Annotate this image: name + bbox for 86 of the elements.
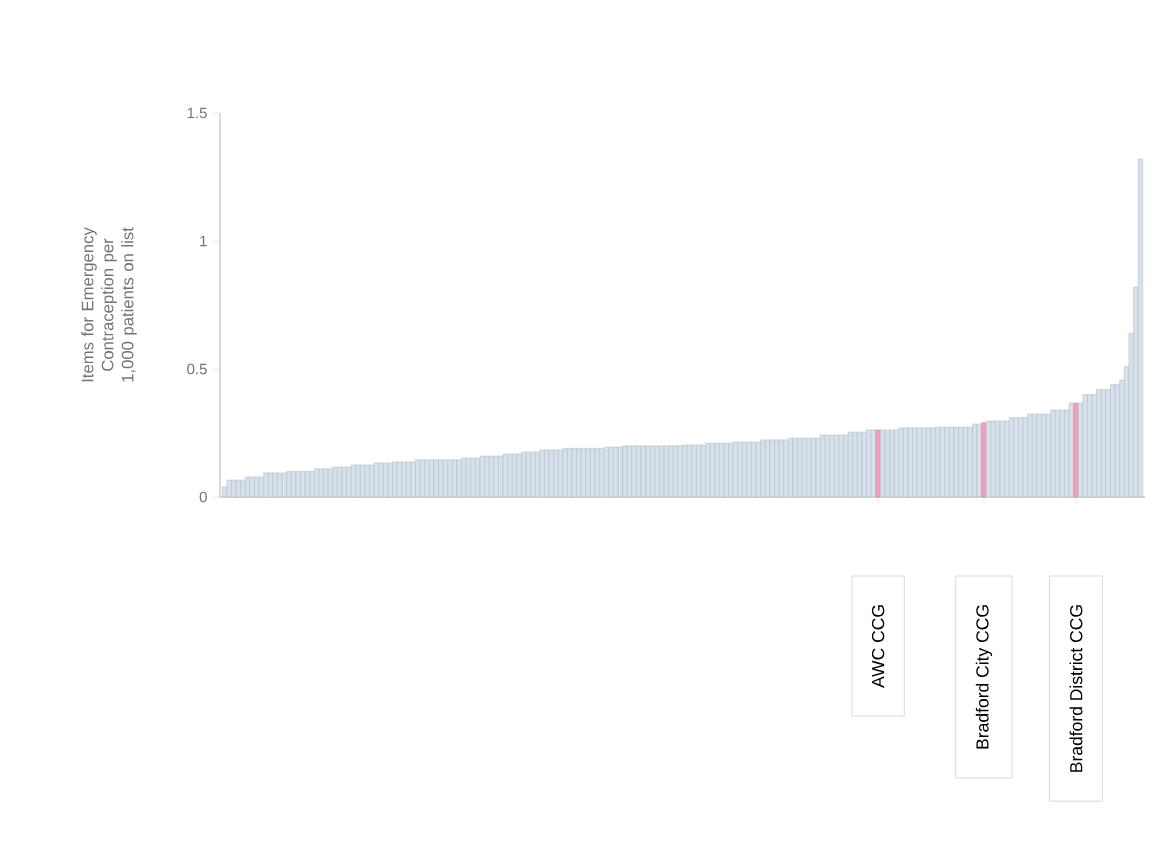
bar (1073, 402, 1079, 498)
bar (884, 429, 890, 498)
bar (861, 431, 867, 498)
bar (516, 453, 522, 498)
bar (1045, 413, 1051, 498)
y-tick-label: 1 (200, 235, 207, 247)
bar (479, 455, 485, 498)
bar (226, 479, 232, 498)
bar (829, 434, 835, 498)
bar (364, 464, 370, 498)
bar (654, 445, 660, 498)
bar (562, 448, 568, 498)
bar (410, 461, 416, 498)
bar (1137, 158, 1143, 498)
bar (898, 427, 904, 498)
bar (281, 472, 287, 498)
bar (875, 429, 881, 498)
bar (258, 476, 264, 498)
bar (327, 468, 333, 498)
x-tick-label: Bradford City CCG (975, 605, 993, 749)
bar (709, 442, 715, 498)
bar (732, 441, 738, 498)
bar (930, 427, 936, 498)
bar (792, 437, 798, 498)
y-tick-label: 1.5 (187, 107, 207, 119)
bar (424, 459, 430, 498)
bar (755, 441, 761, 498)
y-axis-title: Items for Emergency Contraception per 1,000 patients on list (81, 227, 137, 382)
bar (594, 448, 600, 498)
bar (663, 445, 669, 498)
bar (235, 479, 241, 498)
bar (999, 420, 1005, 498)
bar (1036, 413, 1042, 498)
bar (907, 427, 913, 498)
bar (953, 426, 959, 498)
bar (1059, 409, 1065, 498)
bar (318, 468, 324, 498)
bar (686, 444, 692, 498)
bar (769, 439, 775, 498)
y-tick-label: 0.5 (187, 363, 207, 375)
bar (341, 466, 347, 498)
bar (456, 459, 462, 498)
bar (378, 462, 384, 498)
bar (944, 426, 950, 498)
y-tick-label: 0 (199, 491, 207, 503)
bar (387, 462, 393, 498)
bar (967, 426, 973, 498)
bar (571, 448, 577, 498)
bar (295, 471, 301, 498)
bar (401, 461, 407, 498)
bar (631, 445, 637, 498)
bar (640, 445, 646, 498)
bar (617, 446, 623, 498)
bar (433, 459, 439, 498)
bar (981, 422, 987, 498)
bar (493, 455, 499, 498)
bar (1022, 417, 1028, 498)
bar (815, 437, 821, 498)
bar (677, 445, 683, 498)
bar (921, 427, 927, 498)
bar (852, 431, 858, 498)
bar (304, 471, 310, 498)
bar (608, 446, 614, 498)
bar (447, 459, 453, 498)
bar (723, 442, 729, 498)
x-tick-label: AWC CCG (871, 605, 885, 688)
bar (700, 444, 706, 498)
bar (539, 449, 545, 498)
bar (585, 448, 591, 498)
bar (838, 434, 844, 498)
bar (525, 451, 531, 498)
bar (783, 439, 789, 498)
bar (746, 441, 752, 498)
bar (272, 472, 278, 498)
bar (990, 420, 996, 498)
bar (1068, 402, 1074, 498)
x-tick-label: Bradford District CCG (1069, 605, 1083, 772)
bar (470, 457, 476, 498)
bar (1082, 394, 1088, 498)
bar (806, 437, 812, 498)
bar (502, 453, 508, 498)
bar (1013, 417, 1019, 498)
bar (976, 423, 982, 498)
bar (249, 476, 255, 498)
bar (355, 464, 361, 498)
bar (548, 449, 554, 498)
